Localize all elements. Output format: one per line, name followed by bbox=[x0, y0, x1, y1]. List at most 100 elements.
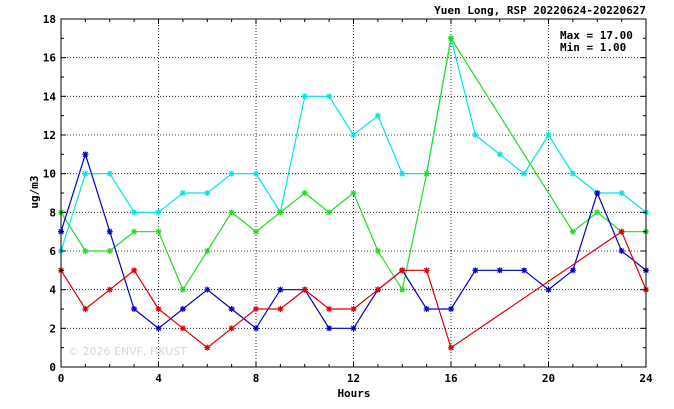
chart-title: Yuen Long, RSP 20220624-20220627 bbox=[434, 4, 646, 17]
data-point bbox=[594, 190, 601, 196]
data-point bbox=[228, 325, 235, 332]
data-point bbox=[155, 209, 162, 216]
data-point bbox=[277, 306, 284, 312]
data-point bbox=[472, 267, 479, 274]
x-tick-label: 8 bbox=[253, 372, 260, 385]
data-point bbox=[228, 306, 235, 312]
data-point bbox=[350, 325, 357, 332]
data-point bbox=[155, 228, 162, 235]
data-point bbox=[82, 170, 89, 177]
data-point bbox=[253, 325, 259, 332]
data-point bbox=[374, 248, 381, 254]
data-point bbox=[301, 286, 308, 293]
data-series bbox=[58, 35, 649, 351]
data-point bbox=[350, 190, 357, 196]
data-point bbox=[204, 344, 211, 351]
data-point bbox=[618, 190, 625, 196]
data-point bbox=[82, 248, 89, 254]
y-tick-label: 0 bbox=[49, 361, 56, 374]
data-point bbox=[374, 286, 381, 293]
data-point bbox=[277, 286, 284, 293]
data-point bbox=[155, 325, 162, 332]
y-tick-label: 16 bbox=[43, 52, 57, 65]
data-point bbox=[106, 248, 113, 254]
x-tick-label: 12 bbox=[347, 372, 360, 385]
data-point bbox=[131, 209, 138, 216]
data-point bbox=[448, 35, 454, 42]
data-point bbox=[204, 190, 211, 196]
x-tick-label: 24 bbox=[639, 372, 653, 385]
data-point bbox=[253, 228, 259, 235]
data-point bbox=[594, 209, 601, 216]
watermark: © 2026 ENVF, HKUST bbox=[68, 345, 187, 358]
data-point bbox=[472, 132, 479, 138]
data-point bbox=[179, 286, 186, 293]
data-point bbox=[569, 267, 576, 274]
y-tick-label: 2 bbox=[49, 322, 56, 335]
data-point bbox=[179, 306, 186, 312]
data-point bbox=[179, 325, 186, 332]
data-point bbox=[131, 228, 138, 235]
data-point bbox=[448, 306, 454, 312]
data-point bbox=[326, 325, 333, 332]
data-point bbox=[618, 228, 625, 235]
series-1 bbox=[58, 35, 649, 254]
data-point bbox=[448, 344, 454, 351]
x-tick-label: 4 bbox=[155, 372, 162, 385]
data-point bbox=[569, 170, 576, 177]
data-point bbox=[326, 93, 333, 100]
data-point bbox=[228, 170, 235, 177]
y-tick-label: 10 bbox=[43, 168, 56, 181]
data-point bbox=[301, 93, 308, 100]
data-point bbox=[399, 267, 406, 274]
y-tick-label: 18 bbox=[43, 13, 56, 26]
y-tick-label: 4 bbox=[49, 284, 56, 297]
data-point bbox=[496, 151, 503, 158]
data-point bbox=[545, 132, 552, 138]
y-axis-label: ug/m3 bbox=[28, 175, 41, 208]
data-point bbox=[228, 209, 235, 216]
data-point bbox=[253, 306, 259, 312]
y-tick-label: 8 bbox=[49, 206, 56, 219]
data-point bbox=[423, 267, 430, 274]
data-point bbox=[106, 170, 113, 177]
data-point bbox=[521, 267, 528, 274]
x-tick-label: 16 bbox=[444, 372, 458, 385]
data-point bbox=[618, 248, 625, 254]
data-point bbox=[204, 286, 211, 293]
data-point bbox=[496, 267, 503, 274]
data-point bbox=[374, 112, 381, 119]
y-tick-label: 6 bbox=[49, 245, 56, 258]
data-point bbox=[350, 132, 357, 138]
data-point bbox=[423, 170, 430, 177]
data-point bbox=[569, 228, 576, 235]
y-tick-label: 14 bbox=[43, 90, 57, 103]
data-point bbox=[423, 306, 430, 312]
data-point bbox=[350, 306, 357, 312]
data-point bbox=[253, 170, 259, 177]
data-point bbox=[277, 209, 284, 216]
max-stat: Max = 17.00 bbox=[560, 29, 633, 42]
data-point bbox=[204, 248, 211, 254]
data-point bbox=[521, 170, 528, 177]
data-point bbox=[179, 190, 186, 196]
x-axis-label: Hours bbox=[337, 387, 370, 400]
x-tick-label: 0 bbox=[58, 372, 65, 385]
data-point bbox=[106, 228, 113, 235]
data-point bbox=[399, 170, 406, 177]
y-tick-label: 12 bbox=[43, 129, 56, 142]
data-point bbox=[545, 286, 552, 293]
data-point bbox=[326, 306, 333, 312]
data-point bbox=[301, 190, 308, 196]
min-stat: Min = 1.00 bbox=[560, 41, 626, 54]
data-point bbox=[82, 306, 89, 312]
data-point bbox=[326, 209, 333, 216]
data-point bbox=[131, 267, 138, 274]
data-point bbox=[399, 286, 406, 293]
x-tick-label: 20 bbox=[542, 372, 555, 385]
data-point bbox=[131, 306, 138, 312]
data-point bbox=[155, 306, 162, 312]
data-point bbox=[82, 151, 89, 158]
